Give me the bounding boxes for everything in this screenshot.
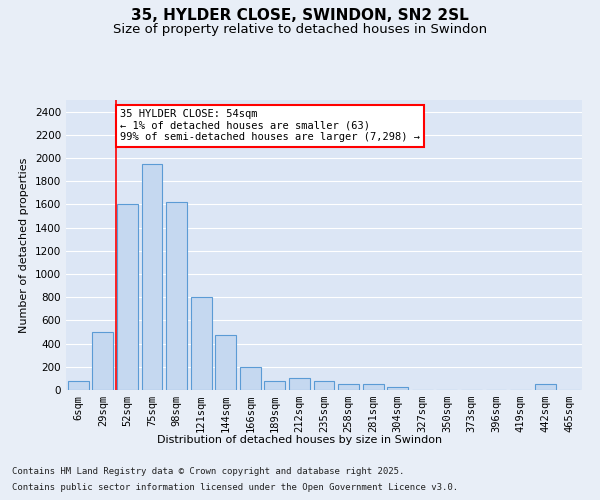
Bar — [68, 382, 89, 390]
Text: 35, HYLDER CLOSE, SWINDON, SN2 2SL: 35, HYLDER CLOSE, SWINDON, SN2 2SL — [131, 8, 469, 22]
Bar — [240, 367, 261, 390]
Text: Contains HM Land Registry data © Crown copyright and database right 2025.: Contains HM Land Registry data © Crown c… — [12, 468, 404, 476]
Bar — [142, 164, 163, 390]
Bar — [535, 384, 556, 390]
Text: Contains public sector information licensed under the Open Government Licence v3: Contains public sector information licen… — [12, 482, 458, 492]
Bar — [387, 387, 408, 390]
Bar — [289, 378, 310, 390]
Y-axis label: Number of detached properties: Number of detached properties — [19, 158, 29, 332]
Bar — [191, 297, 212, 390]
Text: Distribution of detached houses by size in Swindon: Distribution of detached houses by size … — [157, 435, 443, 445]
Bar — [166, 202, 187, 390]
Bar — [215, 335, 236, 390]
Bar — [265, 382, 286, 390]
Bar — [362, 384, 383, 390]
Bar — [117, 204, 138, 390]
Text: Size of property relative to detached houses in Swindon: Size of property relative to detached ho… — [113, 22, 487, 36]
Bar — [338, 384, 359, 390]
Bar — [314, 382, 334, 390]
Text: 35 HYLDER CLOSE: 54sqm
← 1% of detached houses are smaller (63)
99% of semi-deta: 35 HYLDER CLOSE: 54sqm ← 1% of detached … — [120, 110, 420, 142]
Bar — [92, 332, 113, 390]
